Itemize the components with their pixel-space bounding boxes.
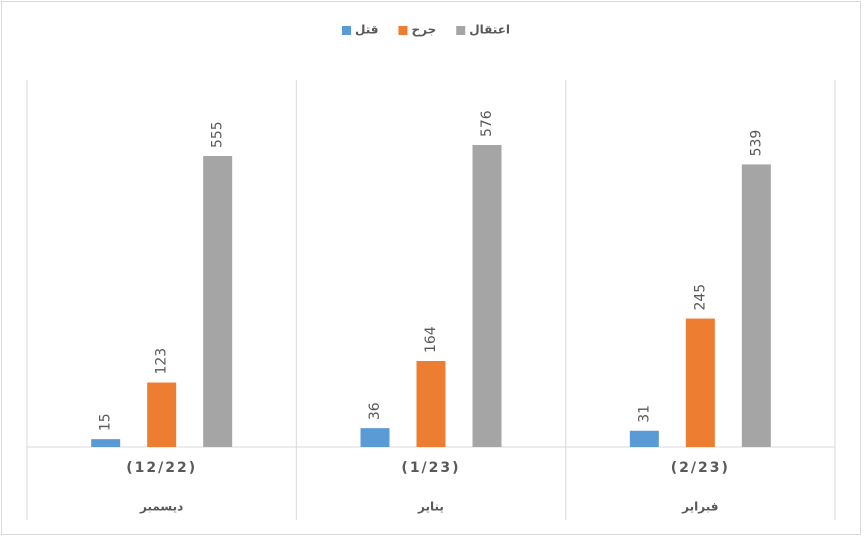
data-label: 123 <box>154 348 170 375</box>
data-label: 31 <box>636 405 652 423</box>
bar <box>472 145 502 448</box>
legend-swatch <box>398 26 408 35</box>
x-tick-label: (12/22) <box>126 460 197 476</box>
data-label: 555 <box>210 121 226 148</box>
x-tick-label: (2/23) <box>671 460 730 476</box>
data-label: 539 <box>748 130 764 157</box>
bar <box>741 164 771 447</box>
legend-label: اعتقال <box>469 23 510 37</box>
group-label: ديسمبر <box>139 500 183 514</box>
bar <box>91 439 121 447</box>
legend-swatch <box>342 26 351 35</box>
legend-label: قتل <box>355 23 378 37</box>
bar <box>203 156 233 447</box>
bar <box>416 361 446 447</box>
group-label: فبراير <box>681 500 718 514</box>
x-tick-label: (1/23) <box>401 460 460 476</box>
legend-label: جرح <box>411 23 436 37</box>
data-label: 15 <box>98 413 114 431</box>
bar <box>147 382 177 447</box>
legend: قتل جرح اعتقال <box>342 23 510 37</box>
data-label: 164 <box>423 326 439 353</box>
bar <box>360 428 390 447</box>
legend-swatch <box>456 26 466 35</box>
bar <box>685 318 715 447</box>
data-label: 36 <box>367 402 383 420</box>
bar <box>629 430 659 447</box>
group-label: يناير <box>417 500 444 514</box>
data-label: 576 <box>479 110 495 137</box>
data-label: 245 <box>692 284 708 311</box>
